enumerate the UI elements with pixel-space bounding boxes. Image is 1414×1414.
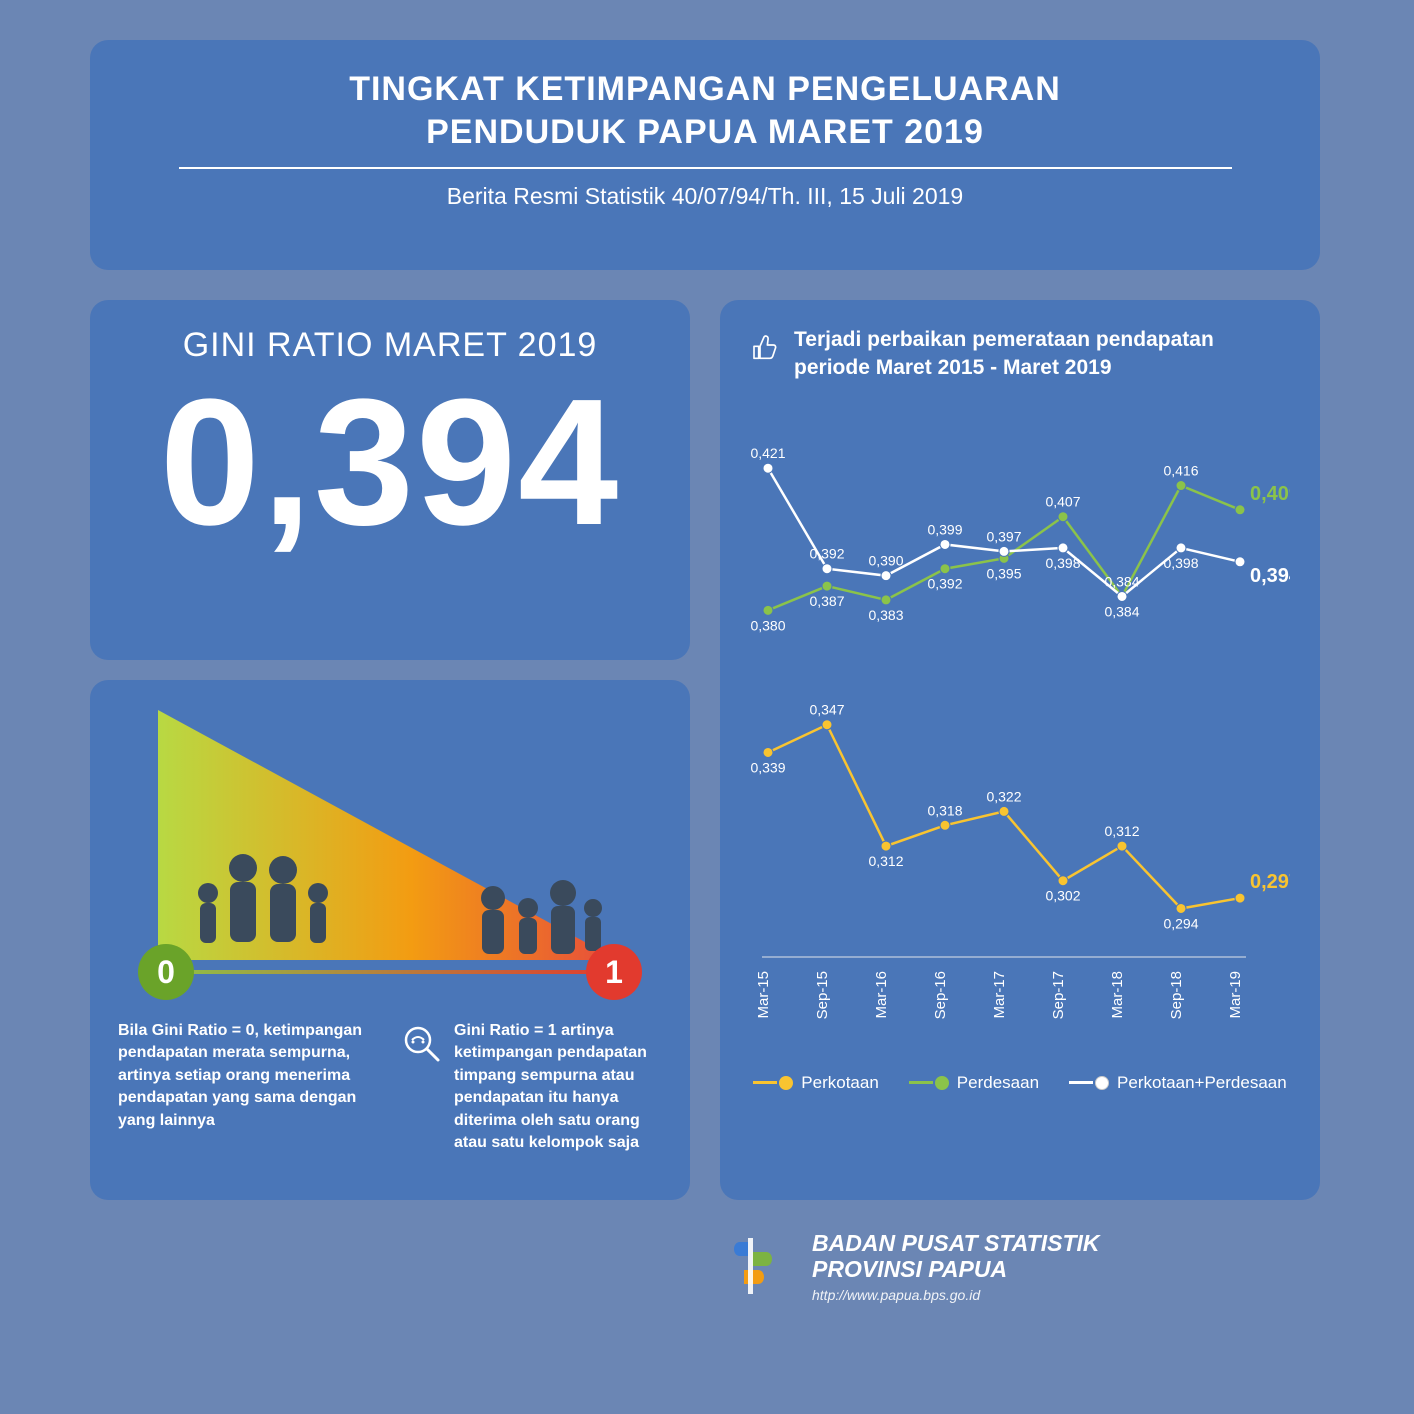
data-point-label: 0,318 bbox=[927, 802, 962, 818]
data-point-label: 0,302 bbox=[1045, 887, 1080, 903]
footer-text: BADAN PUSAT STATISTIK PROVINSI PAPUA htt… bbox=[812, 1230, 1100, 1303]
legend-marker-icon bbox=[779, 1076, 793, 1090]
chart-legend: Perkotaan Perdesaan Perkotaan+Perdesaan bbox=[720, 1073, 1320, 1093]
x-axis-label: Mar-17 bbox=[991, 971, 1008, 1019]
page-root: TINGKAT KETIMPANGAN PENGELUARAN PENDUDUK… bbox=[0, 0, 1414, 1414]
legend-label: Perkotaan+Perdesaan bbox=[1117, 1073, 1287, 1093]
chart-panel: Terjadi perbaikan pemerataan pendapatan … bbox=[720, 300, 1320, 1200]
x-axis-label: Sep-16 bbox=[932, 971, 949, 1019]
thumbs-up-icon bbox=[750, 326, 778, 368]
data-point-label: 0,322 bbox=[986, 788, 1021, 804]
org-name-line1: BADAN PUSAT STATISTIK bbox=[812, 1230, 1100, 1256]
scale-one-badge: 1 bbox=[586, 944, 642, 1000]
data-point-label: 0,416 bbox=[1163, 462, 1198, 478]
explain-one-column: Gini Ratio = 1 artinya ketimpangan penda… bbox=[402, 1020, 662, 1154]
gini-title: GINI RATIO MARET 2019 bbox=[100, 326, 680, 365]
line-chart-svg: Mar-15 Sep-15 Mar-16 Sep-16 Mar-17 Sep-17 Mar-… bbox=[750, 407, 1290, 1057]
org-url: http://www.papua.bps.go.id bbox=[812, 1287, 1100, 1303]
header-divider bbox=[179, 167, 1232, 169]
footer: BADAN PUSAT STATISTIK PROVINSI PAPUA htt… bbox=[720, 1230, 1320, 1303]
legend-item: Perdesaan bbox=[909, 1073, 1039, 1093]
title-line1: TINGKAT KETIMPANGAN PENGELUARAN bbox=[349, 70, 1061, 108]
data-point-label: 0,409 bbox=[1250, 482, 1290, 504]
chart-title: Terjadi perbaikan pemerataan pendapatan … bbox=[794, 326, 1290, 383]
legend-line-icon bbox=[909, 1081, 933, 1084]
legend-item: Perkotaan bbox=[753, 1073, 879, 1093]
data-point-label: 0,407 bbox=[1045, 493, 1080, 509]
data-point-label: 0,392 bbox=[809, 545, 844, 561]
chart-plot-area: Mar-15 Sep-15 Mar-16 Sep-16 Mar-17 Sep-17 Mar-… bbox=[750, 407, 1290, 1057]
chart-header: Terjadi perbaikan pemerataan pendapatan … bbox=[720, 300, 1320, 397]
data-point-label: 0,312 bbox=[868, 853, 903, 869]
legend-label: Perdesaan bbox=[957, 1073, 1039, 1093]
data-point-label: 0,395 bbox=[986, 565, 1021, 581]
data-point-label: 0,297 bbox=[1250, 871, 1290, 893]
magnifier-icon bbox=[402, 1024, 442, 1064]
data-point-label: 0,387 bbox=[809, 593, 844, 609]
data-point-label: 0,380 bbox=[750, 617, 785, 633]
data-point-label: 0,421 bbox=[750, 445, 785, 461]
data-point-label: 0,399 bbox=[927, 521, 962, 537]
x-axis-label: Sep-17 bbox=[1050, 971, 1067, 1019]
data-point-label: 0,397 bbox=[986, 528, 1021, 544]
data-point-label: 0,312 bbox=[1104, 823, 1139, 839]
family-group-left-icon bbox=[188, 838, 338, 968]
data-point-label: 0,347 bbox=[809, 701, 844, 717]
gini-value: 0,394 bbox=[100, 373, 680, 553]
legend-marker-icon bbox=[935, 1076, 949, 1090]
legend-label: Perkotaan bbox=[801, 1073, 879, 1093]
gini-scale-graphic: 0 1 bbox=[118, 710, 662, 1010]
scale-arrow-line bbox=[158, 970, 622, 974]
scale-zero-label: 0 bbox=[157, 954, 175, 991]
header-panel: TINGKAT KETIMPANGAN PENGELUARAN PENDUDUK… bbox=[90, 40, 1320, 270]
data-point-label: 0,390 bbox=[868, 552, 903, 568]
explain-zero-text: Bila Gini Ratio = 0, ketimpangan pendapa… bbox=[118, 1020, 378, 1154]
x-axis-label: Mar-19 bbox=[1227, 971, 1244, 1019]
scale-zero-badge: 0 bbox=[138, 944, 194, 1000]
legend-line-icon bbox=[1069, 1081, 1093, 1084]
explain-columns: Bila Gini Ratio = 0, ketimpangan pendapa… bbox=[118, 1020, 662, 1154]
gini-panel: GINI RATIO MARET 2019 0,394 bbox=[90, 300, 690, 660]
data-point-label: 0,384 bbox=[1104, 603, 1139, 619]
legend-marker-icon bbox=[1095, 1076, 1109, 1090]
explain-one-text: Gini Ratio = 1 artinya ketimpangan penda… bbox=[454, 1020, 662, 1154]
bps-logo-icon bbox=[720, 1230, 792, 1302]
data-point-label: 0,392 bbox=[927, 575, 962, 591]
explain-panel: 0 1 Bila Gini Ratio = 0, ketimpangan pen… bbox=[90, 680, 690, 1200]
org-name-line2: PROVINSI PAPUA bbox=[812, 1256, 1100, 1282]
legend-line-icon bbox=[753, 1081, 777, 1084]
x-axis-label: Mar-18 bbox=[1109, 971, 1126, 1019]
scale-one-label: 1 bbox=[605, 954, 623, 991]
page-title: TINGKAT KETIMPANGAN PENGELUARAN PENDUDUK… bbox=[120, 68, 1290, 153]
legend-item: Perkotaan+Perdesaan bbox=[1069, 1073, 1287, 1093]
family-group-right-icon bbox=[468, 858, 608, 968]
data-point-label: 0,339 bbox=[750, 759, 785, 775]
data-point-label: 0,398 bbox=[1045, 555, 1080, 571]
x-axis-label: Mar-16 bbox=[873, 971, 890, 1019]
header-subtitle: Berita Resmi Statistik 40/07/94/Th. III,… bbox=[120, 183, 1290, 210]
data-point-label: 0,394 bbox=[1250, 564, 1290, 586]
data-point-label: 0,294 bbox=[1163, 915, 1198, 931]
data-point-label: 0,398 bbox=[1163, 555, 1198, 571]
x-axis-label: Mar-15 bbox=[755, 971, 772, 1019]
title-line2: PENDUDUK PAPUA MARET 2019 bbox=[120, 111, 1290, 154]
data-point-label: 0,383 bbox=[868, 607, 903, 623]
x-axis-label: Sep-18 bbox=[1168, 971, 1185, 1019]
x-axis-label: Sep-15 bbox=[814, 971, 831, 1019]
